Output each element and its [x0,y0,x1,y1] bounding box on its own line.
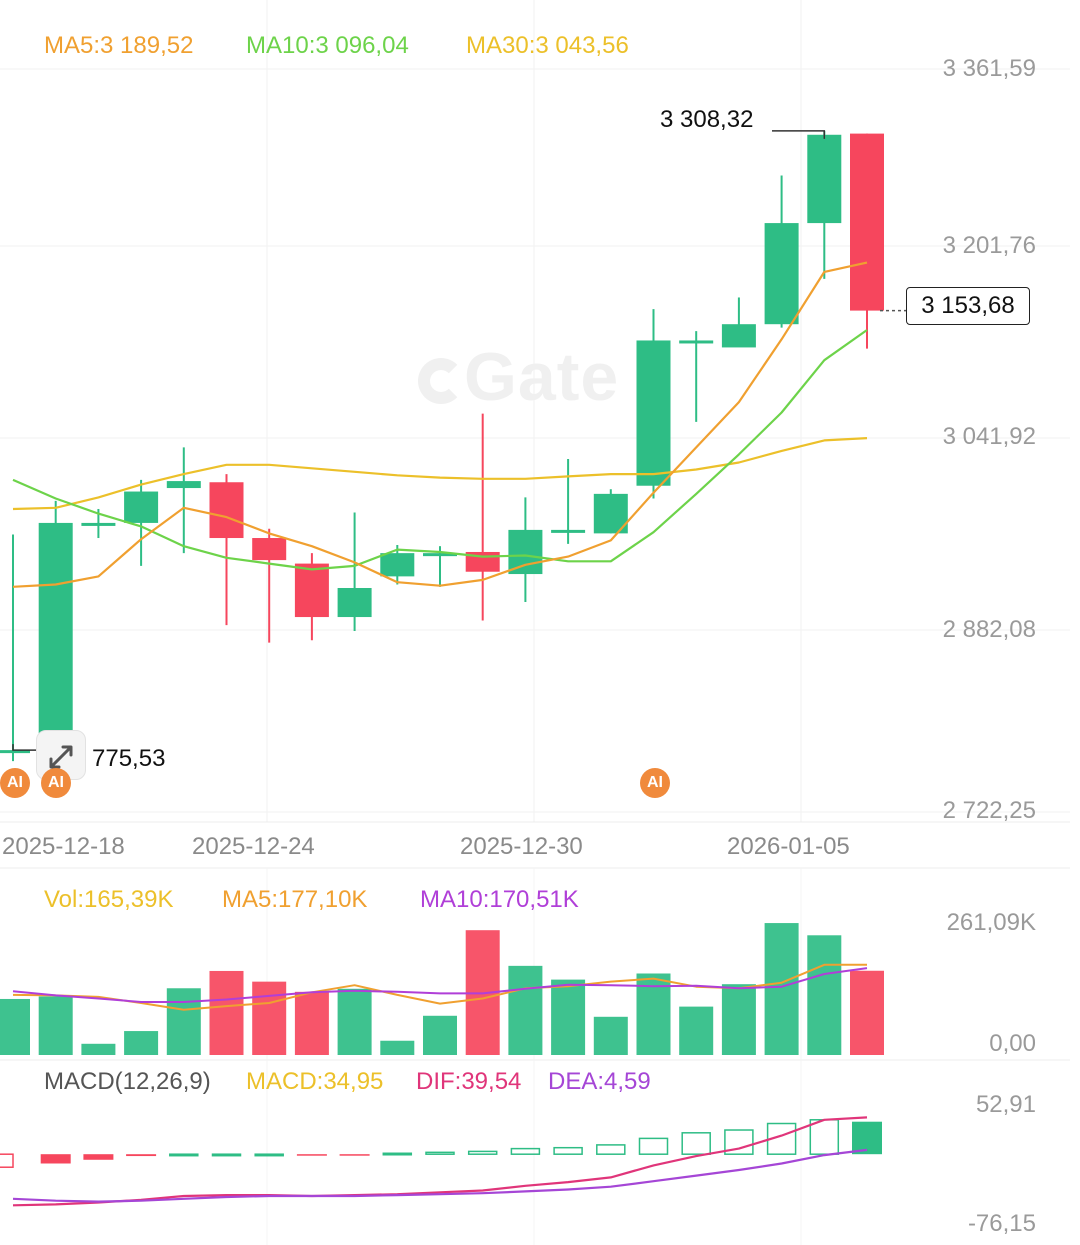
macd-y-tick-label: 52,91 [975,1091,1036,1118]
macd-hist-bar [681,1132,711,1155]
vol-legend: Vol:165,39K [44,886,174,913]
volume-bar [508,965,543,1055]
candle-body [294,563,329,618]
macd-hist-bar [169,1153,199,1157]
y-tick-label: 2 722,25 [942,797,1036,824]
volume-bar [81,1043,116,1055]
candle-body [209,482,244,539]
macd-hist-bar [254,1153,284,1157]
candle-body [124,491,159,523]
candle-body [636,340,671,486]
volume-bar [294,991,329,1055]
ai-badge[interactable]: AI [640,768,670,798]
y-tick-label: 2 882,08 [942,616,1036,643]
macd-y-tick-label: -76,15 [967,1210,1036,1237]
vol-ma10-line [12,967,868,1003]
high-price-label: 3 308,32 [660,106,754,133]
dea-line [12,1148,868,1203]
ma30-line [12,437,868,511]
candle-body [508,529,543,575]
macd-hist-bar [425,1151,455,1155]
macd-hist-bar [83,1154,114,1160]
volume-bar [0,998,30,1055]
expand-arrows-icon [49,745,73,769]
macd-hist-bar [638,1137,669,1155]
x-tick-label: 2025-12-24 [192,833,315,860]
volume-bar [807,935,842,1055]
volume-bar [166,988,201,1055]
macd-hist-bar [211,1153,242,1157]
volume-bar [252,981,287,1055]
watermark-text: Gate [464,339,620,415]
dif-legend: DIF:39,54 [416,1068,522,1095]
gate-logo-icon [418,358,464,404]
candle-body [0,750,30,754]
candle-body [764,223,799,325]
candle-body [551,529,586,533]
candle-body [380,553,415,577]
x-tick-label: 2025-12-18 [2,833,125,860]
y-tick-label: 3 201,76 [942,232,1036,259]
vol-ma5-legend: MA5:177,10K [222,886,368,913]
low-price-label: 2 775,53 [72,745,166,772]
candle-body [423,553,457,557]
candle-body [166,481,201,489]
macd-title: MACD(12,26,9) [44,1068,211,1095]
current-price-tag[interactable]: 3 153,68 [906,287,1030,325]
vol-y-tick-label: 0,00 [989,1030,1036,1057]
candle-body [81,522,116,526]
ma10-line [12,329,868,571]
x-tick-label: 2026-01-05 [727,833,850,860]
volume-bar [593,1016,628,1055]
vol-ma10-legend: MA10:170,51K [420,886,579,913]
macd-hist-bar [126,1154,157,1157]
macd-hist-bar [382,1152,413,1156]
y-tick-label: 3 041,92 [942,423,1036,450]
macd-hist-bar [852,1121,882,1155]
ma5-line [12,261,868,588]
vol-y-tick-label: 261,09K [946,909,1036,936]
volume-bar [721,984,756,1055]
candle-body [679,340,714,344]
volume-bar [423,1015,457,1055]
dif-line [12,1116,868,1207]
ma30-legend: MA30:3 043,56 [466,32,629,59]
ma10-legend: MA10:3 096,04 [246,32,409,59]
ai-badge[interactable]: AI [0,768,30,798]
volume-bar [38,996,73,1055]
candle-body [337,587,372,618]
macd-hist-bar [596,1144,626,1155]
macd-hist-bar [0,1153,14,1168]
volume-bar [337,988,372,1055]
volume-bar [850,970,884,1055]
ma5-legend: MA5:3 189,52 [44,32,194,59]
macd-hist-bar [724,1129,754,1155]
macd-hist-bar [553,1146,583,1155]
candle-body [721,324,756,348]
gate-watermark: Gate [418,338,619,416]
candle-body [252,538,287,561]
macd-hist-bar [40,1154,71,1164]
macd-hist-bar [296,1154,327,1156]
high-connector [772,130,826,139]
volume-bar [679,1006,714,1055]
macd-hist-bar [510,1147,541,1155]
macd-hist-bar [339,1154,370,1156]
macd-legend: MACD:34,95 [246,1068,384,1095]
volume-bar [209,970,244,1055]
candle-body [807,134,842,224]
volume-bar [764,923,799,1055]
macd-hist-bar [809,1119,840,1155]
volume-bar [551,979,586,1055]
volume-bar [124,1031,159,1055]
x-tick-label: 2025-12-30 [460,833,583,860]
candle-body [850,133,884,311]
volume-bar [380,1040,415,1055]
candle-body [38,522,73,751]
ai-badge[interactable]: AI [41,768,71,798]
dea-legend: DEA:4,59 [548,1068,651,1095]
macd-hist-bar [467,1150,498,1155]
y-tick-label: 3 361,59 [942,55,1036,82]
